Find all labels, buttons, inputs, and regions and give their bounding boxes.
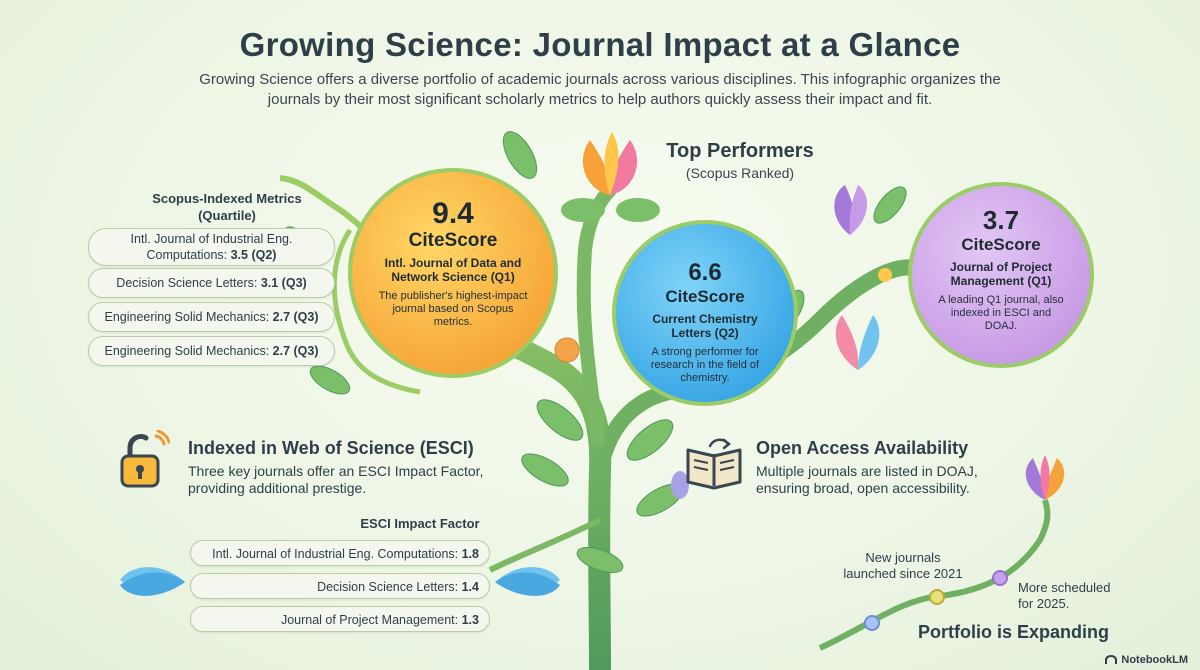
- esci-item-name: Journal of Project Management:: [280, 613, 459, 627]
- page-subtitle: Growing Science offers a diverse portfol…: [199, 71, 1001, 108]
- open-access-heading: Open Access Availability: [756, 438, 969, 458]
- citescore-bubble-blue: 6.6 CiteScore Current Chemistry Letters …: [612, 220, 798, 406]
- scopus-item-value: 3.1 (Q3): [260, 276, 307, 290]
- scopus-item: Engineering Solid Mechanics: 2.7 (Q3): [88, 336, 335, 366]
- top-performers-heading: Top Performers: [666, 140, 814, 162]
- esci-item: Decision Science Letters: 1.4: [190, 573, 490, 599]
- open-book-icon: [686, 438, 742, 490]
- scopus-item-name: Engineering Solid Mechanics:: [104, 344, 270, 358]
- citescore-value: 9.4: [432, 197, 474, 230]
- watermark-text: NotebookLM: [1121, 654, 1188, 666]
- flower-orange: [561, 132, 660, 222]
- esci-item-name: Decision Science Letters:: [317, 580, 459, 594]
- citescore-label: CiteScore: [408, 230, 498, 251]
- journal-name: Current Chemistry Letters (Q2): [652, 312, 758, 340]
- journal-name: Journal of Project Management (Q1): [949, 260, 1053, 288]
- page-title: Growing Science: Journal Impact at a Gla…: [239, 26, 961, 63]
- scopus-item-name: Intl. Journal of Industrial Eng. Computa…: [130, 232, 293, 262]
- wos-text: Three key journals offer an ESCI Impact …: [188, 463, 484, 496]
- journal-description: The publisher's highest-impact journal b…: [378, 290, 528, 328]
- top-performers-subheading: (Scopus Ranked): [685, 165, 795, 181]
- portfolio-milestone-2: More scheduled for 2025.: [1018, 580, 1111, 611]
- journal-description: A leading Q1 journal, also indexed in ES…: [938, 294, 1064, 332]
- citescore-label: CiteScore: [961, 235, 1041, 254]
- portfolio-milestone-1: New journals launched since 2021: [843, 550, 963, 581]
- lock-icon: [120, 430, 170, 488]
- scopus-item: Decision Science Letters: 3.1 (Q3): [88, 268, 335, 298]
- journal-name: Intl. Journal of Data and Network Scienc…: [384, 256, 522, 284]
- portfolio-flower: [1025, 455, 1065, 500]
- top-performers-header: Top Performers (Scopus Ranked): [640, 140, 840, 181]
- notebooklm-watermark: NotebookLM: [1105, 654, 1188, 666]
- scopus-item-value: 2.7 (Q3): [272, 310, 319, 324]
- esci-item-name: Intl. Journal of Industrial Eng. Computa…: [212, 547, 459, 561]
- open-access-section: Open Access Availability Multiple journa…: [756, 438, 1026, 497]
- citescore-bubble-orange: 9.4 CiteScore Intl. Journal of Data and …: [348, 168, 558, 378]
- esci-item: Intl. Journal of Industrial Eng. Computa…: [190, 540, 490, 566]
- scopus-item-name: Decision Science Letters:: [116, 276, 258, 290]
- portfolio-heading: Portfolio is Expanding: [918, 622, 1110, 642]
- esci-item: Journal of Project Management: 1.3: [190, 606, 490, 632]
- esci-heading: ESCI Impact Factor: [360, 516, 480, 531]
- scopus-item-name: Engineering Solid Mechanics:: [104, 310, 270, 324]
- scopus-item: Engineering Solid Mechanics: 2.7 (Q3): [88, 302, 335, 332]
- esci-item-value: 1.4: [461, 580, 479, 594]
- citescore-label: CiteScore: [665, 287, 745, 306]
- scopus-heading: Scopus-Indexed Metrics (Quartile): [152, 191, 302, 223]
- open-access-text: Multiple journals are listed in DOAJ, en…: [756, 463, 978, 496]
- citescore-bubble-purple: 3.7 CiteScore Journal of Project Managem…: [908, 182, 1094, 368]
- wos-section: Indexed in Web of Science (ESCI) Three k…: [188, 438, 488, 497]
- notebooklm-logo-icon: [1105, 655, 1118, 664]
- wos-heading: Indexed in Web of Science (ESCI): [188, 438, 474, 458]
- scopus-item-value: 3.5 (Q2): [230, 248, 277, 262]
- scopus-item: Intl. Journal of Industrial Eng. Computa…: [88, 228, 335, 266]
- citescore-value: 3.7: [982, 205, 1020, 235]
- esci-item-value: 1.3: [461, 613, 479, 627]
- esci-item-value: 1.8: [461, 547, 479, 561]
- citescore-value: 6.6: [688, 259, 722, 286]
- scopus-item-value: 2.7 (Q3): [272, 344, 319, 358]
- journal-description: A strong performer for research in the f…: [650, 346, 760, 384]
